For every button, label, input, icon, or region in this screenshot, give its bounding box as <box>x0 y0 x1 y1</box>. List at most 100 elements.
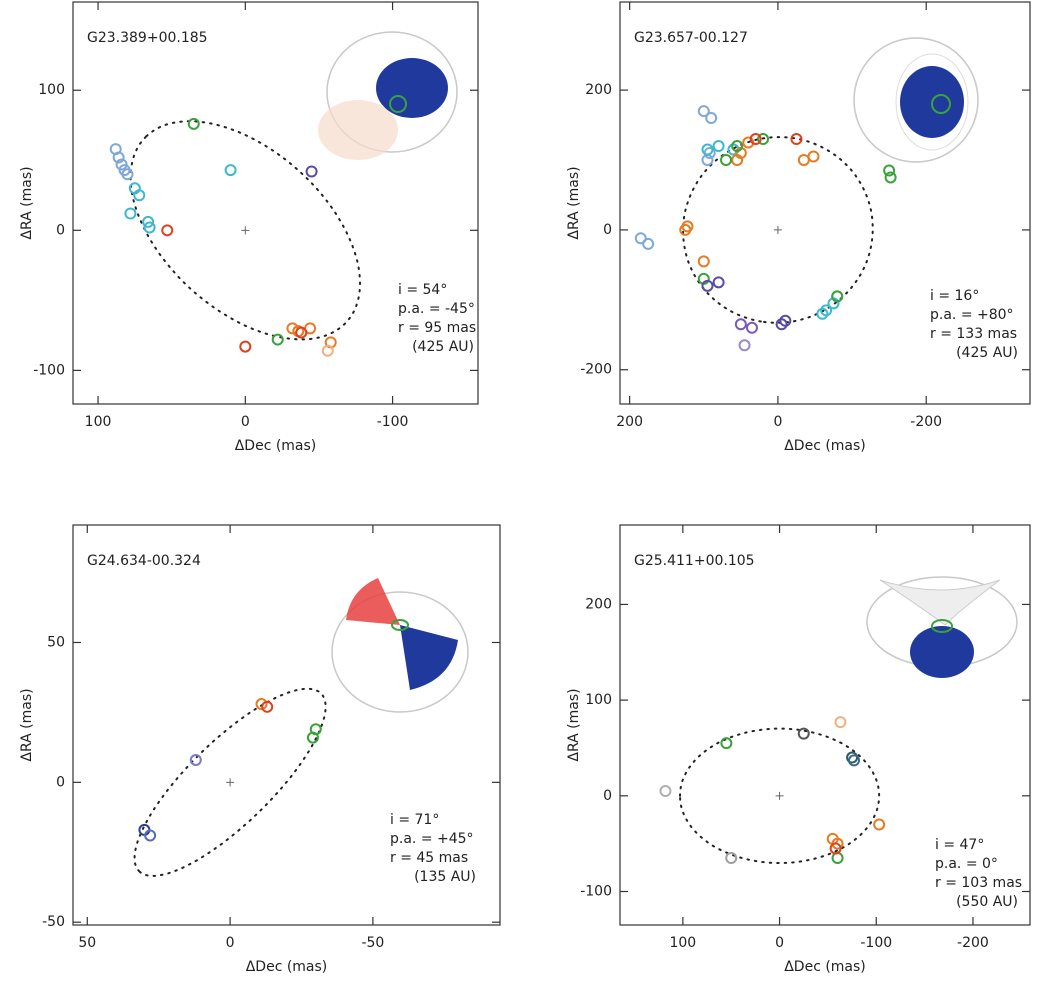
model-annotation: i = 71° <box>390 812 439 828</box>
model-ring <box>133 687 327 877</box>
x-axis-label: ΔDec (mas) <box>784 959 866 975</box>
maser-spot <box>681 220 694 233</box>
maser-spot <box>701 279 714 292</box>
y-tick-label: 0 <box>56 222 65 238</box>
plot-frame <box>619 524 1031 926</box>
y-axis-label: ΔRA (mas) <box>19 166 35 239</box>
inset-illustration <box>331 578 469 713</box>
center-marker <box>773 225 782 234</box>
maser-spot <box>261 700 274 713</box>
center-marker <box>226 778 235 787</box>
y-axis-label: ΔRA (mas) <box>566 688 582 761</box>
y-tick-label: 200 <box>585 82 612 98</box>
maser-spot <box>255 698 268 711</box>
x-tick-label: 0 <box>241 414 250 430</box>
maser-spot <box>831 852 844 865</box>
maser-spot <box>187 117 200 130</box>
maser-spot <box>271 333 284 346</box>
maser-spot <box>749 133 762 146</box>
x-tick-label: -100 <box>860 935 892 951</box>
maser-spot <box>775 318 788 331</box>
panel-title: G23.389+00.185 <box>87 30 208 46</box>
y-tick-label: -200 <box>580 362 612 378</box>
y-tick-label: 0 <box>603 222 612 238</box>
x-tick-label: 0 <box>773 414 782 430</box>
maser-spot <box>701 143 714 156</box>
y-tick-label: -50 <box>42 914 65 930</box>
maser-spot <box>848 754 861 767</box>
panel-title: G23.657-00.127 <box>634 30 748 46</box>
x-axis-label: ΔDec (mas) <box>235 438 317 454</box>
inset-illustration <box>866 576 1018 678</box>
maser-spot <box>790 133 803 146</box>
x-tick-label: 50 <box>78 935 96 951</box>
maser-spot <box>697 255 710 268</box>
maser-spot <box>807 150 820 163</box>
maser-spot <box>121 168 134 181</box>
x-tick-label: -100 <box>377 414 409 430</box>
model-annotation: (425 AU) <box>412 339 474 355</box>
maser-spot <box>133 189 146 202</box>
center-marker <box>241 226 250 235</box>
plot-frame <box>619 1 1031 405</box>
x-axis-label: ΔDec (mas) <box>784 438 866 454</box>
maser-spot <box>295 326 308 339</box>
maser-spot <box>797 727 810 740</box>
maser-spot <box>884 171 897 184</box>
y-tick-label: -100 <box>33 362 65 378</box>
maser-spot <box>831 290 844 303</box>
maser-spot <box>144 829 157 842</box>
maser-spot <box>745 321 758 334</box>
model-annotation: p.a. = +80° <box>930 307 1014 323</box>
model-annotation: r = 103 mas <box>935 875 1022 891</box>
maser-spot <box>883 164 896 177</box>
maser-spot <box>143 221 156 234</box>
y-tick-label: 0 <box>56 774 65 790</box>
maser-spot <box>124 207 137 220</box>
model-ring <box>679 727 881 864</box>
model-annotation: (550 AU) <box>956 894 1018 910</box>
maser-spot <box>757 133 770 146</box>
panel-title: G24.634-00.324 <box>87 553 201 569</box>
maser-spot <box>720 737 733 750</box>
x-tick-label: 200 <box>616 414 643 430</box>
y-tick-label: 0 <box>603 788 612 804</box>
maser-spot <box>705 112 718 125</box>
maser-spot <box>112 151 125 164</box>
maser-spot <box>834 716 847 729</box>
x-tick-label: 0 <box>775 935 784 951</box>
model-annotation: i = 54° <box>398 282 447 298</box>
y-tick-label: 100 <box>585 692 612 708</box>
maser-spot <box>305 165 318 178</box>
model-annotation: (425 AU) <box>956 345 1018 361</box>
maser-spot <box>634 232 647 245</box>
model-annotation: p.a. = 0° <box>935 856 998 872</box>
y-tick-label: -100 <box>580 884 612 900</box>
maser-spot <box>797 154 810 167</box>
model-annotation: p.a. = -45° <box>398 301 475 317</box>
model-annotation: r = 45 mas <box>390 850 468 866</box>
maser-spot <box>712 276 725 289</box>
maser-spot <box>224 164 237 177</box>
model-annotation: r = 95 mas <box>398 320 476 336</box>
x-tick-label: 100 <box>669 935 696 951</box>
model-ring <box>129 120 361 341</box>
maser-spot <box>697 105 710 118</box>
maser-spot <box>659 785 672 798</box>
maser-spot <box>142 215 155 228</box>
maser-spot <box>306 731 319 744</box>
maser-spot <box>712 140 725 153</box>
maser-spot <box>816 307 829 320</box>
panel-title: G25.411+00.105 <box>634 553 755 569</box>
maser-spot <box>720 154 733 167</box>
model-annotation: i = 16° <box>930 288 979 304</box>
center-marker <box>775 791 784 800</box>
x-tick-label: -50 <box>361 935 384 951</box>
y-axis-label: ΔRA (mas) <box>19 688 35 761</box>
model-annotation: r = 133 mas <box>930 326 1017 342</box>
maser-spot <box>189 753 202 766</box>
model-annotation: (135 AU) <box>414 869 476 885</box>
maser-spot <box>725 852 738 865</box>
x-tick-label: 100 <box>85 414 112 430</box>
